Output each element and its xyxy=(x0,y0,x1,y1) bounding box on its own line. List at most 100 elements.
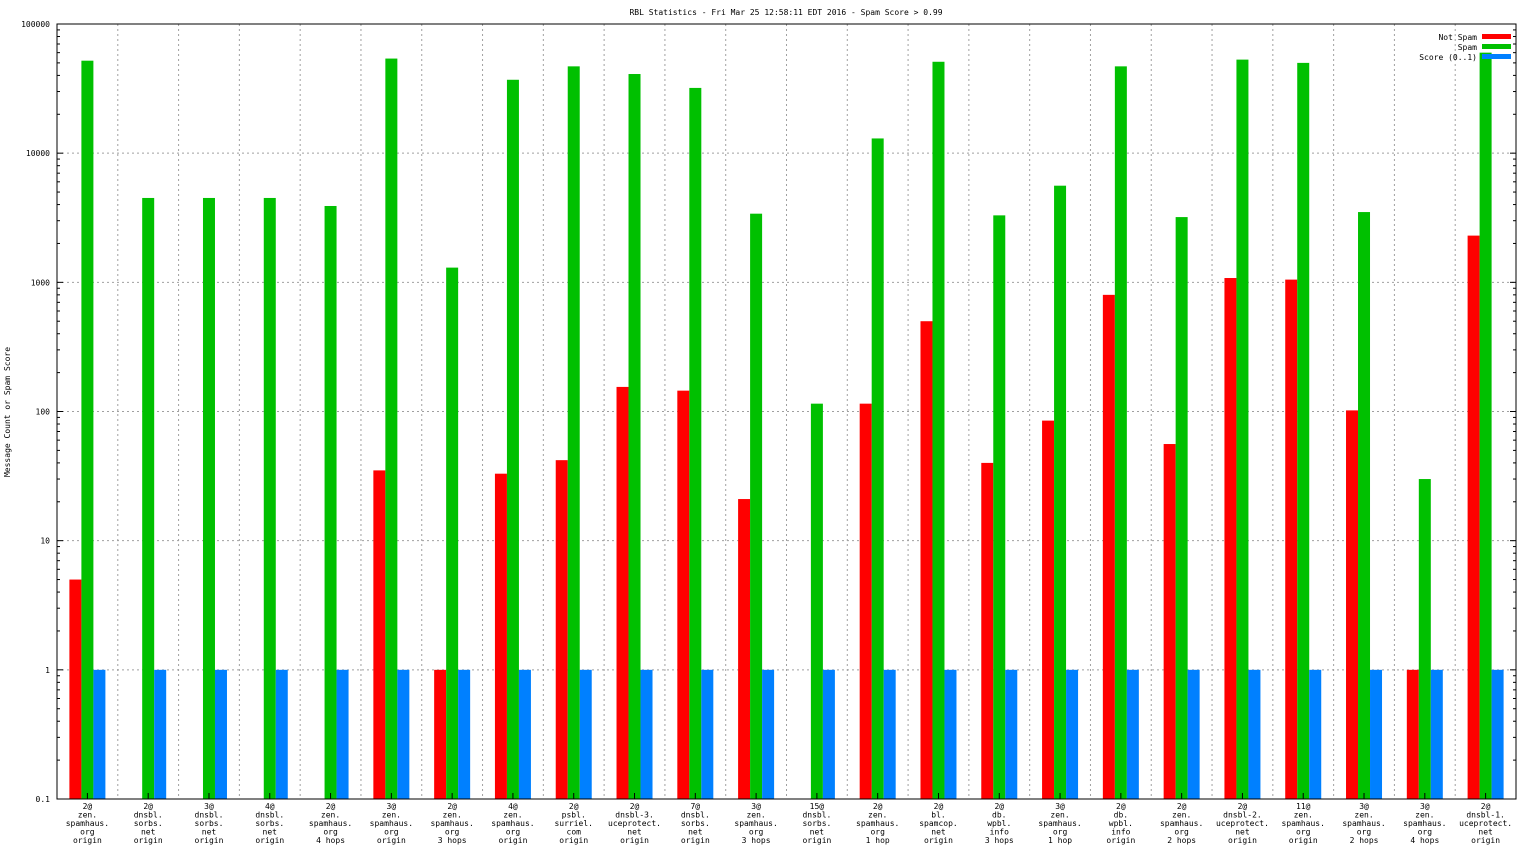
x-tick-label: 3@ zen. spamhaus. org 3 hops xyxy=(734,802,777,845)
y-tick-label: 100000 xyxy=(21,20,50,29)
x-tick-label-line: sorbs. xyxy=(255,819,284,828)
bar-score-0-1 xyxy=(1005,669,1018,799)
x-tick-label-line: 7@ xyxy=(690,802,700,811)
x-tick-label-line: 3 hops xyxy=(985,836,1014,845)
bar-not-spam xyxy=(494,473,507,799)
x-tick-label: 2@ dnsbl-1. uceprotect. net origin xyxy=(1459,802,1512,845)
bar-spam xyxy=(385,58,398,800)
y-tick-label: 10000 xyxy=(26,149,50,158)
bar-not-spam xyxy=(677,390,690,799)
legend-swatch xyxy=(1482,54,1511,59)
y-axis-label: Message Count or Spam Score xyxy=(3,347,12,477)
x-tick-label-line: net xyxy=(627,828,642,837)
bar-not-spam xyxy=(1467,235,1480,799)
x-tick-label: 15@ dnsbl. sorbs. net origin xyxy=(802,802,831,845)
bar-score-0-1 xyxy=(214,669,227,799)
x-tick-label: 3@ zen. spamhaus. org 4 hops xyxy=(1403,802,1446,845)
x-tick-label-line: origin xyxy=(681,836,710,845)
bar-not-spam xyxy=(1346,410,1359,799)
x-tick-label-line: org xyxy=(445,828,460,837)
bar-score-0-1 xyxy=(93,669,106,799)
y-tick-label: 0.1 xyxy=(36,795,51,804)
bar-spam xyxy=(628,74,641,799)
bar-score-0-1 xyxy=(944,669,957,799)
x-tick-label-line: zen. xyxy=(1415,811,1434,820)
x-tick-label-line: zen. xyxy=(746,811,765,820)
x-tick-label-line: db. xyxy=(992,811,1006,820)
bar-not-spam xyxy=(555,460,568,799)
x-tick-label-line: wpbl. xyxy=(1109,819,1133,828)
x-tick-label-line: origin xyxy=(1106,836,1135,845)
x-tick-label-line: net xyxy=(263,828,278,837)
x-tick-label-line: uceprotect. xyxy=(608,819,661,828)
x-tick-label-line: 3@ xyxy=(751,802,761,811)
x-tick-label-line: spamhaus. xyxy=(370,819,413,828)
x-tick-label: 3@ zen. spamhaus. org 1 hop xyxy=(1038,802,1081,845)
bar-not-spam xyxy=(981,462,994,799)
x-tick-label: 3@ zen. spamhaus. org origin xyxy=(370,802,413,845)
x-tick-label-line: zen. xyxy=(1172,811,1191,820)
x-tick-label: 2@ zen. spamhaus. org 4 hops xyxy=(309,802,352,845)
x-tick-label-line: dnsbl-2. xyxy=(1223,811,1262,820)
x-tick-label: 2@ dnsbl-3. uceprotect. net origin xyxy=(608,802,661,845)
bar-score-0-1 xyxy=(579,669,592,799)
x-tick-label-line: origin xyxy=(1471,836,1500,845)
x-tick-label-line: 2@ xyxy=(326,802,336,811)
bar-spam xyxy=(202,197,215,799)
x-tick-label-line: spamhaus. xyxy=(430,819,473,828)
x-tick-label-line: net xyxy=(141,828,156,837)
bar-score-0-1 xyxy=(822,669,835,799)
x-tick-label-line: db. xyxy=(1114,811,1128,820)
bar-spam xyxy=(750,213,763,800)
x-tick-label-line: 2@ xyxy=(1177,802,1187,811)
x-tick-label: 2@ zen. spamhaus. org 3 hops xyxy=(430,802,473,845)
x-tick-label-line: 2@ xyxy=(934,802,944,811)
x-tick-label-line: zen. xyxy=(503,811,522,820)
x-tick-label: 4@ dnsbl. sorbs. net origin xyxy=(255,802,284,845)
bar-not-spam xyxy=(920,321,933,799)
x-tick-label-line: 4 hops xyxy=(316,836,345,845)
x-tick-label-line: dnsbl-3. xyxy=(615,811,654,820)
bars xyxy=(69,52,1504,800)
x-tick-label-line: sorbs. xyxy=(134,819,163,828)
x-tick-label: 2@ zen. spamhaus. org 2 hops xyxy=(1160,802,1203,845)
x-tick-label-line: origin xyxy=(924,836,953,845)
x-tick-label: 2@ db. wpbl. info 3 hops xyxy=(985,802,1014,845)
x-tick-label-line: net xyxy=(202,828,217,837)
x-tick-label-line: zen. xyxy=(1294,811,1313,820)
x-tick-label-line: org xyxy=(323,828,338,837)
x-tick-label-line: zen. xyxy=(382,811,401,820)
x-tick-label-line: origin xyxy=(1289,836,1318,845)
x-tick-label-line: net xyxy=(688,828,703,837)
x-tick-label: 11@ zen. spamhaus. org origin xyxy=(1282,802,1325,845)
bar-spam xyxy=(932,61,945,799)
bar-score-0-1 xyxy=(1309,669,1322,799)
x-tick-label-line: net xyxy=(1235,828,1250,837)
bar-not-spam xyxy=(1285,279,1298,799)
x-tick-label-line: surriel. xyxy=(554,819,593,828)
x-tick-label-line: uceprotect. xyxy=(1459,819,1512,828)
x-tick-label-line: 2 hops xyxy=(1167,836,1196,845)
bar-not-spam xyxy=(1042,420,1055,799)
x-tick-label-line: 2@ xyxy=(447,802,457,811)
bar-spam xyxy=(506,79,519,800)
x-tick-label-line: org xyxy=(80,828,95,837)
x-tick-label: 3@ dnsbl. sorbs. net origin xyxy=(195,802,224,845)
bar-score-0-1 xyxy=(275,669,288,799)
bar-score-0-1 xyxy=(336,669,349,799)
bar-score-0-1 xyxy=(397,669,410,799)
bar-spam xyxy=(1297,62,1310,799)
bar-spam xyxy=(263,197,276,799)
x-tick-label: 2@ dnsbl-2. uceprotect. net origin xyxy=(1216,802,1269,845)
x-tick-label-line: zen. xyxy=(868,811,887,820)
x-tick-label-line: org xyxy=(870,828,885,837)
x-tick-label-line: origin xyxy=(73,836,102,845)
bar-not-spam xyxy=(434,669,447,799)
bar-spam xyxy=(1054,185,1067,799)
x-tick-label-line: 1 hop xyxy=(866,836,890,845)
x-tick-label: 3@ zen. spamhaus. org 2 hops xyxy=(1342,802,1385,845)
x-tick-label: 2@ bl. spamcop. net origin xyxy=(919,802,958,845)
x-tick-label-line: zen. xyxy=(1050,811,1069,820)
x-tick-label-line: dnsbl. xyxy=(134,811,163,820)
